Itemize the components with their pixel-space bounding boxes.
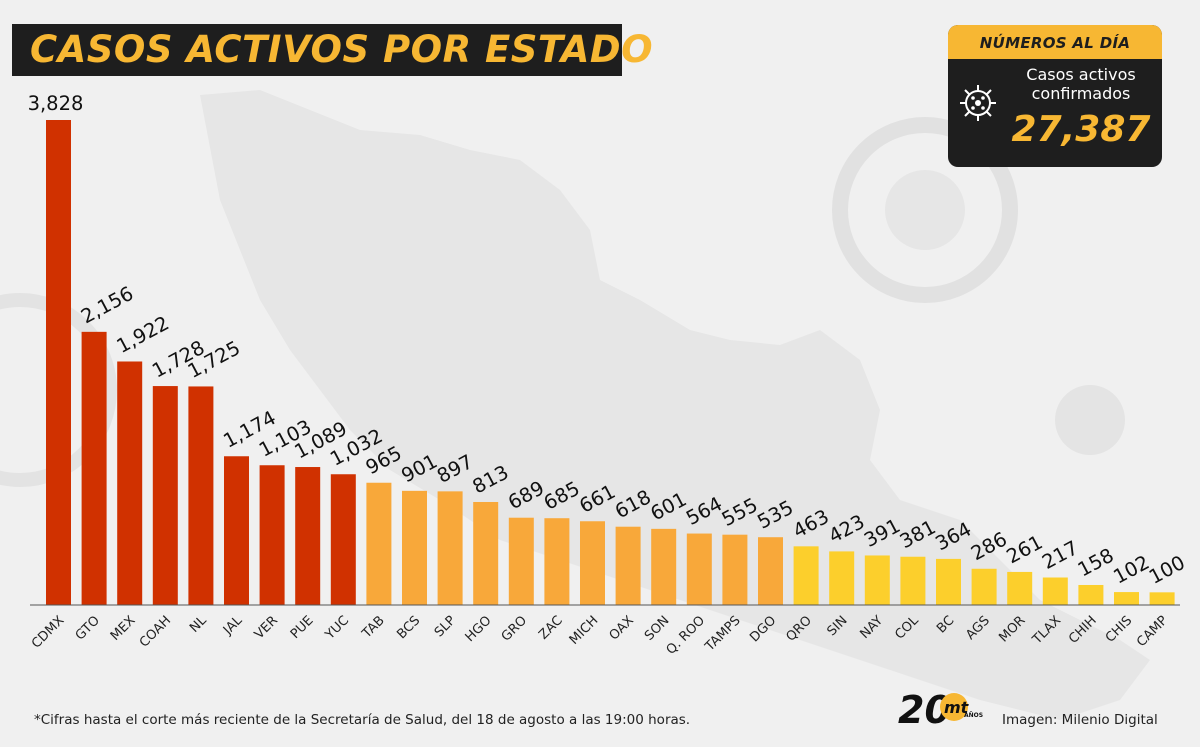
bar-chis <box>1114 592 1139 605</box>
title-bar <box>12 24 622 76</box>
bar-pue <box>295 467 321 605</box>
category-label: CHIH <box>1066 613 1100 647</box>
bar-camp <box>1149 592 1175 605</box>
category-label: TLAX <box>1029 613 1064 648</box>
value-label: 3,828 <box>28 92 84 115</box>
bar-q-roo <box>686 533 712 605</box>
value-label: 463 <box>789 505 833 543</box>
category-label: BC <box>934 613 957 636</box>
category-label: MICH <box>567 613 602 648</box>
bar-oax <box>615 526 641 605</box>
bar-bc <box>936 558 961 605</box>
value-label: 601 <box>647 487 691 525</box>
bar-chih <box>1078 584 1104 605</box>
value-label: 217 <box>1038 536 1082 574</box>
category-label: SLP <box>432 613 459 640</box>
bar-gro <box>508 517 534 605</box>
bar-dgo <box>758 537 783 605</box>
category-label: NL <box>187 613 210 636</box>
summary-total: 27,387 <box>1011 109 1151 150</box>
value-label: 661 <box>576 480 620 518</box>
category-label: COL <box>892 613 922 643</box>
bar-ags <box>971 568 997 605</box>
bar-tamps <box>722 534 748 605</box>
category-label: GRO <box>499 613 530 644</box>
bar-mor <box>1007 571 1033 605</box>
category-label: OAX <box>607 613 637 643</box>
bar-bcs <box>402 490 427 605</box>
logo-brand: mt <box>944 698 970 717</box>
category-label: Q. ROO <box>664 613 709 658</box>
bar-sin <box>829 551 855 605</box>
value-label: 2,156 <box>77 282 137 329</box>
value-label: 423 <box>825 510 869 548</box>
bar-coah <box>152 386 178 605</box>
value-label: 100 <box>1145 551 1189 589</box>
bar-cdmx <box>46 120 71 605</box>
bar-mex <box>117 361 143 605</box>
category-label: PUE <box>288 613 317 642</box>
bar-col <box>900 556 926 605</box>
summary-heading: NÚMEROS AL DÍA <box>948 25 1162 59</box>
bar-ver <box>259 465 285 605</box>
image-credit: Imagen: Milenio Digital <box>1002 712 1158 728</box>
bar-slp <box>437 491 463 605</box>
bar-son <box>651 528 677 605</box>
category-label: GTO <box>73 613 103 643</box>
bar-zac <box>544 518 570 605</box>
bar-nl <box>188 386 214 605</box>
bar-tab <box>366 482 392 605</box>
category-label: DGO <box>747 613 779 645</box>
bar-nay <box>864 555 890 605</box>
category-label: AGS <box>963 613 993 643</box>
bar-mich <box>580 521 605 605</box>
category-label: HGO <box>463 613 495 645</box>
summary-panel: NÚMEROS AL DÍA Casos activos confirmados… <box>948 25 1162 167</box>
category-label: VER <box>252 613 281 642</box>
category-label: QRO <box>783 613 814 644</box>
category-label: COAH <box>137 613 174 650</box>
value-label: 1,922 <box>113 311 173 358</box>
value-label: 261 <box>1003 531 1047 569</box>
chart-title: CASOS ACTIVOS POR ESTADO <box>30 28 654 71</box>
category-label: SON <box>642 613 673 644</box>
category-label: CDMX <box>29 613 67 651</box>
footnote: *Cifras hasta el corte más reciente de l… <box>34 712 691 728</box>
value-label: 158 <box>1074 544 1118 582</box>
category-label: SIN <box>824 613 850 639</box>
virus-icon <box>960 85 996 121</box>
category-label: MOR <box>996 613 1028 645</box>
category-label: NAY <box>857 613 886 642</box>
milenio-20-logo: 20 mt AÑOS <box>898 688 983 731</box>
bar-yuc <box>330 474 356 605</box>
category-label: JAL <box>220 613 246 639</box>
summary-label: Casos activos confirmados <box>1026 65 1136 103</box>
value-label: 535 <box>754 496 798 534</box>
category-label: YUC <box>322 613 352 643</box>
category-label: MEX <box>108 613 139 644</box>
category-label: CAMP <box>1134 613 1171 650</box>
bar-gto <box>81 331 107 605</box>
logo-sub: AÑOS <box>964 712 983 719</box>
bar-hgo <box>473 501 499 605</box>
category-label: CHIS <box>1103 613 1135 645</box>
category-label: TAB <box>359 613 388 642</box>
category-label: BCS <box>394 613 423 642</box>
category-label: ZAC <box>536 613 565 642</box>
bar-qro <box>793 546 819 605</box>
category-label: TAMPS <box>702 613 744 655</box>
bar-jal <box>224 456 249 605</box>
bar-tlax <box>1042 577 1068 605</box>
